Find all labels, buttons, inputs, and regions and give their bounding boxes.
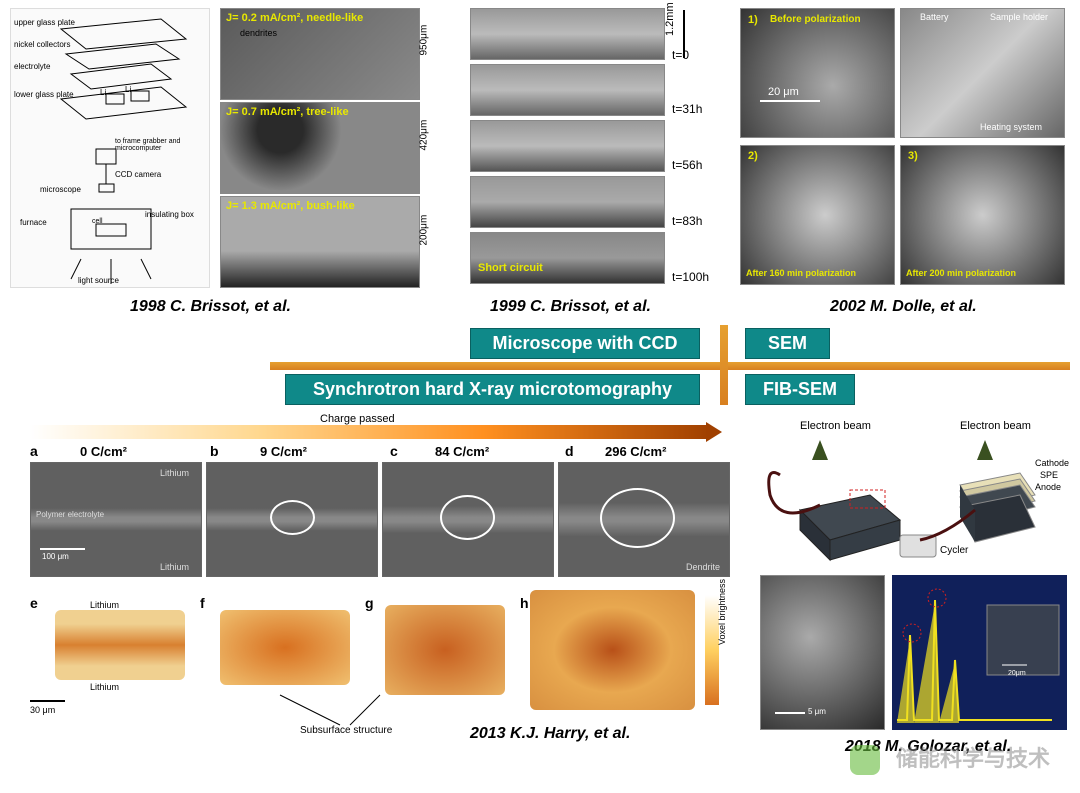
label-cell: cell (92, 218, 103, 225)
label-furnace: furnace (20, 218, 47, 227)
caption-1999: 1999 C. Brissot, et al. (490, 298, 651, 316)
sem-200min (900, 145, 1065, 285)
label-ccd: CCD camera (115, 170, 161, 179)
scale-100um: 100 μm (42, 552, 69, 561)
label-microscope: microscope (40, 185, 81, 194)
scale-12mm: 1.2mm (664, 2, 676, 36)
label-light: light source (78, 276, 119, 285)
letter-e: e (30, 595, 38, 611)
charge-0: 0 C/cm² (80, 444, 127, 459)
box-sem: SEM (745, 328, 830, 359)
battery-label: Battery (920, 12, 949, 22)
ebeam-2: Electron beam (960, 420, 1031, 432)
lithium-top: Lithium (160, 468, 189, 478)
label-frame-grabber: to frame grabber and microcomputer (115, 138, 185, 152)
j-label-1: J= 0.2 mA/cm², needle-like (226, 12, 363, 24)
sem-before (740, 8, 895, 138)
lithium-bot: Lithium (160, 562, 189, 572)
time-83: t=83h (672, 214, 702, 228)
ebeam-1: Electron beam (800, 420, 871, 432)
fibsem-schematic (760, 435, 1060, 585)
box-microscope-ccd: Microscope with CCD (470, 328, 700, 359)
label-li1: Li (100, 88, 106, 97)
xsection-t31 (470, 64, 665, 116)
scale-200: 200μm (419, 215, 430, 246)
xsection-t100 (470, 232, 665, 284)
dendrite-label: dendrites (240, 28, 277, 38)
eds-spectrum (892, 575, 1067, 730)
box-synchrotron: Synchrotron hard X-ray microtomography (285, 374, 700, 405)
colorbar-label: Voxel brightness (717, 579, 727, 645)
xsection-t0 (470, 8, 665, 60)
circle-d (600, 488, 675, 548)
tomo3d-h (530, 590, 695, 710)
caption-1998: 1998 C. Brissot, et al. (130, 298, 291, 316)
tomo3d-f (220, 610, 350, 685)
caption-2013: 2013 K.J. Harry, et al. (470, 725, 630, 743)
label-upper-glass: upper glass plate (14, 18, 75, 27)
before-polarization: Before polarization (770, 14, 861, 25)
after-200: After 200 min polarization (906, 268, 1016, 278)
box-fibsem: FIB-SEM (745, 374, 855, 405)
scale-950: 950μm (419, 25, 430, 56)
sample-holder-label: Sample holder (990, 12, 1048, 22)
j-label-2: J= 0.7 mA/cm², tree-like (226, 106, 349, 118)
label-insulating: insulating box (145, 210, 194, 219)
vert-divider (720, 325, 728, 405)
scale-5um: 5 μm (808, 707, 826, 716)
charge-296: 296 C/cm² (605, 444, 666, 459)
letter-c: c (390, 443, 398, 459)
time-100: t=100h (672, 270, 709, 284)
time-56: t=56h (672, 158, 702, 172)
heating-system-label: Heating system (980, 122, 1042, 132)
sem-setup (900, 8, 1065, 138)
caption-2002: 2002 M. Dolle, et al. (830, 298, 977, 316)
label-nickel: nickel collectors (14, 40, 70, 49)
time-31: t=31h (672, 102, 702, 116)
letter-b: b (210, 443, 219, 459)
charge-84: 84 C/cm² (435, 444, 489, 459)
lithium-e-bot: Lithium (90, 682, 119, 692)
short-circuit-label: Short circuit (478, 262, 543, 274)
tomo3d-e (55, 610, 185, 680)
scale-30um: 30 μm (30, 705, 55, 715)
charge-9: 9 C/cm² (260, 444, 307, 459)
label-electrolyte: electrolyte (14, 62, 50, 71)
scale-20um: 20 μm (768, 86, 799, 98)
letter-d: d (565, 443, 574, 459)
watermark-text: 储能科学与技术 (896, 741, 1050, 773)
panel-2-num: 2) (748, 150, 758, 162)
panel-1-num: 1) (748, 14, 758, 26)
label-lower-glass: lower glass plate (14, 90, 74, 99)
label-li2: Li (125, 85, 131, 94)
xsection-t83 (470, 176, 665, 228)
tomo3d-g (385, 605, 505, 695)
letter-g: g (365, 595, 374, 611)
time-0: t=0 (672, 48, 689, 62)
panel-3-num: 3) (908, 150, 918, 162)
sem-160min (740, 145, 895, 285)
cathode-label: Cathode (1035, 458, 1069, 468)
horiz-divider (270, 362, 1070, 370)
wechat-icon (850, 745, 880, 775)
letter-f: f (200, 595, 205, 611)
cycler-label: Cycler (940, 545, 968, 556)
circle-c (440, 495, 495, 540)
j-label-3: J= 1.3 mA/cm², bush-like (226, 200, 355, 212)
after-160: After 160 min polarization (746, 268, 856, 278)
dendrite-label-d: Dendrite (686, 562, 720, 572)
charge-passed-label: Charge passed (320, 413, 395, 425)
polymer-electrolyte: Polymer electrolyte (36, 510, 104, 519)
scale-420: 420μm (419, 120, 430, 151)
letter-a: a (30, 443, 38, 459)
anode-label: Anode (1035, 482, 1061, 492)
lithium-e-top: Lithium (90, 600, 119, 610)
scale-20um: 20μm (1008, 670, 1026, 677)
spe-label: SPE (1040, 470, 1058, 480)
charge-gradient-bar (30, 425, 710, 439)
letter-h: h (520, 595, 529, 611)
circle-b (270, 500, 315, 535)
xsection-t56 (470, 120, 665, 172)
